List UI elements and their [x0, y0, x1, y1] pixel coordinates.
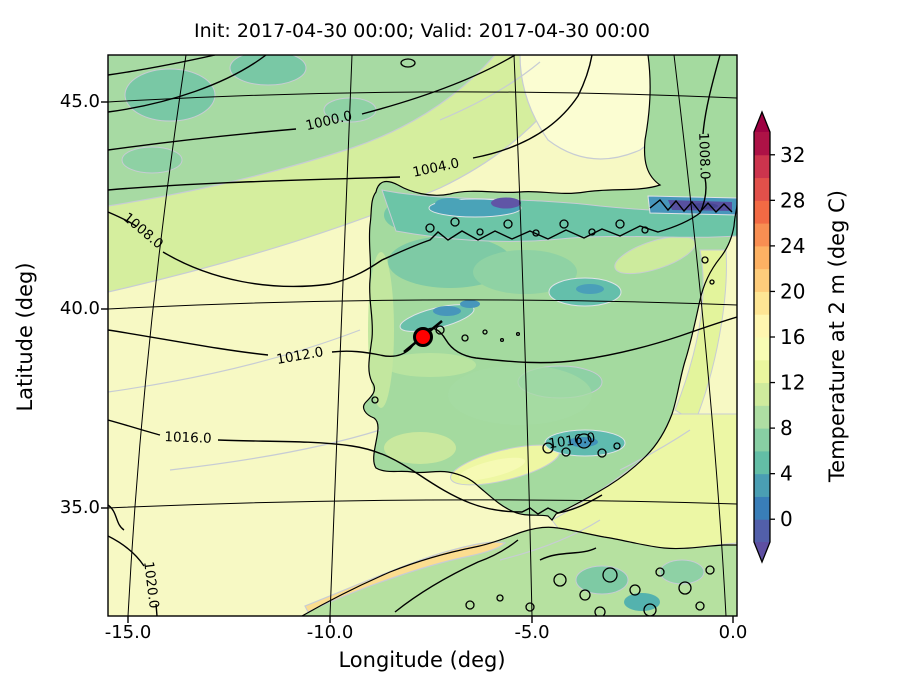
cantabrian-cold-core [435, 198, 465, 210]
sea-patch-teal [229, 55, 307, 86]
central-system-blue [460, 300, 480, 308]
colorbar-band [754, 428, 770, 452]
central-system-blue [433, 306, 461, 316]
colorbar-band [754, 359, 770, 384]
x-tick-label: -10.0 [306, 622, 354, 643]
noisy-contour-fragments [371, 58, 715, 616]
colorbar-band [754, 245, 770, 270]
colorbar-tick-label: 16 [780, 325, 805, 349]
land-patch-warm [384, 353, 476, 377]
colorbar-band [754, 200, 770, 224]
colorbar-arrow-under [754, 542, 770, 562]
isobar-label: 1020.0 [140, 561, 162, 610]
colorbar-band [754, 223, 770, 247]
station-marker [403, 320, 443, 353]
iberia-coastline [362, 55, 737, 521]
y-tick-label: 40.0 [59, 298, 100, 319]
land-strip-warm [368, 252, 394, 408]
isobar-label: 1016.0 [164, 429, 212, 447]
colorbar-label: Temperature at 2 m (deg C) [825, 190, 849, 482]
x-tick-label: -15.0 [104, 622, 152, 643]
iberian-system-blue [576, 284, 604, 294]
colorbar-band [754, 519, 770, 543]
y-tick-label: 45.0 [59, 91, 100, 112]
isobar-label: 1016.0 [547, 430, 596, 452]
colorbar-tick-label: 32 [780, 143, 805, 167]
x-tick-label: -5.0 [514, 622, 550, 643]
colorbar-band [754, 382, 770, 406]
colorbar-arrow-over [754, 112, 770, 132]
colorbar-tick-label: 24 [780, 234, 805, 258]
colorbar-band [754, 405, 770, 429]
africa-land-fill [302, 527, 737, 616]
colorbar-band [754, 291, 770, 315]
colorbar-tick-label: 28 [780, 188, 805, 212]
fill-fringe [108, 61, 541, 471]
colorbar-band [754, 177, 770, 201]
sea-patch-teal [121, 146, 183, 174]
colorbar-band [754, 314, 770, 338]
land-patch [473, 250, 577, 294]
africa-cold-spot [624, 593, 660, 611]
africa-coastline [301, 526, 737, 616]
land-patch-warm [384, 432, 456, 464]
colorbar-band [754, 268, 770, 292]
fill-fringe [499, 429, 691, 561]
colorbar-band [754, 154, 770, 179]
morocco-warm-coast [304, 541, 507, 613]
y-axis-label: Latitude (deg) [13, 262, 37, 412]
graticule [108, 55, 737, 616]
plot-frame [107, 54, 738, 617]
colorbar-outline [753, 110, 771, 564]
plot-title: Init: 2017-04-30 00:00; Valid: 2017-04-3… [194, 20, 650, 42]
axis-tick-marks [101, 101, 734, 623]
colorbar: 0 4 8 12 16 20 24 28 32 [753, 110, 805, 564]
colorbar-band [754, 496, 770, 520]
isobar-contours [108, 55, 737, 616]
colorbar-tick-label: 8 [780, 416, 793, 440]
colorbar-band [754, 473, 770, 497]
colorbar-tick-label: 0 [780, 507, 793, 531]
colorbar-tick-label: 12 [780, 371, 805, 395]
colorbar-tick-label: 20 [780, 279, 805, 303]
africa-patch-teal [659, 559, 705, 585]
x-axis-label: Longitude (deg) [338, 648, 506, 672]
africa-patch-teal [575, 565, 629, 595]
guadalquivir-warm-core [458, 457, 526, 481]
y-tick-label: 35.0 [59, 497, 100, 518]
isobar-label: 1008.0 [695, 132, 713, 180]
station-marker-dot [413, 327, 433, 347]
sea-patch-teal [124, 68, 216, 122]
colorbar-band [754, 337, 770, 361]
colorbar-band [754, 450, 770, 475]
cantabrian-purple-core [491, 197, 521, 209]
x-tick-label: 0.0 [718, 622, 748, 643]
colorbar-band [754, 132, 770, 156]
land-patch [448, 365, 592, 425]
colorbar-tick-label: 4 [780, 462, 793, 486]
